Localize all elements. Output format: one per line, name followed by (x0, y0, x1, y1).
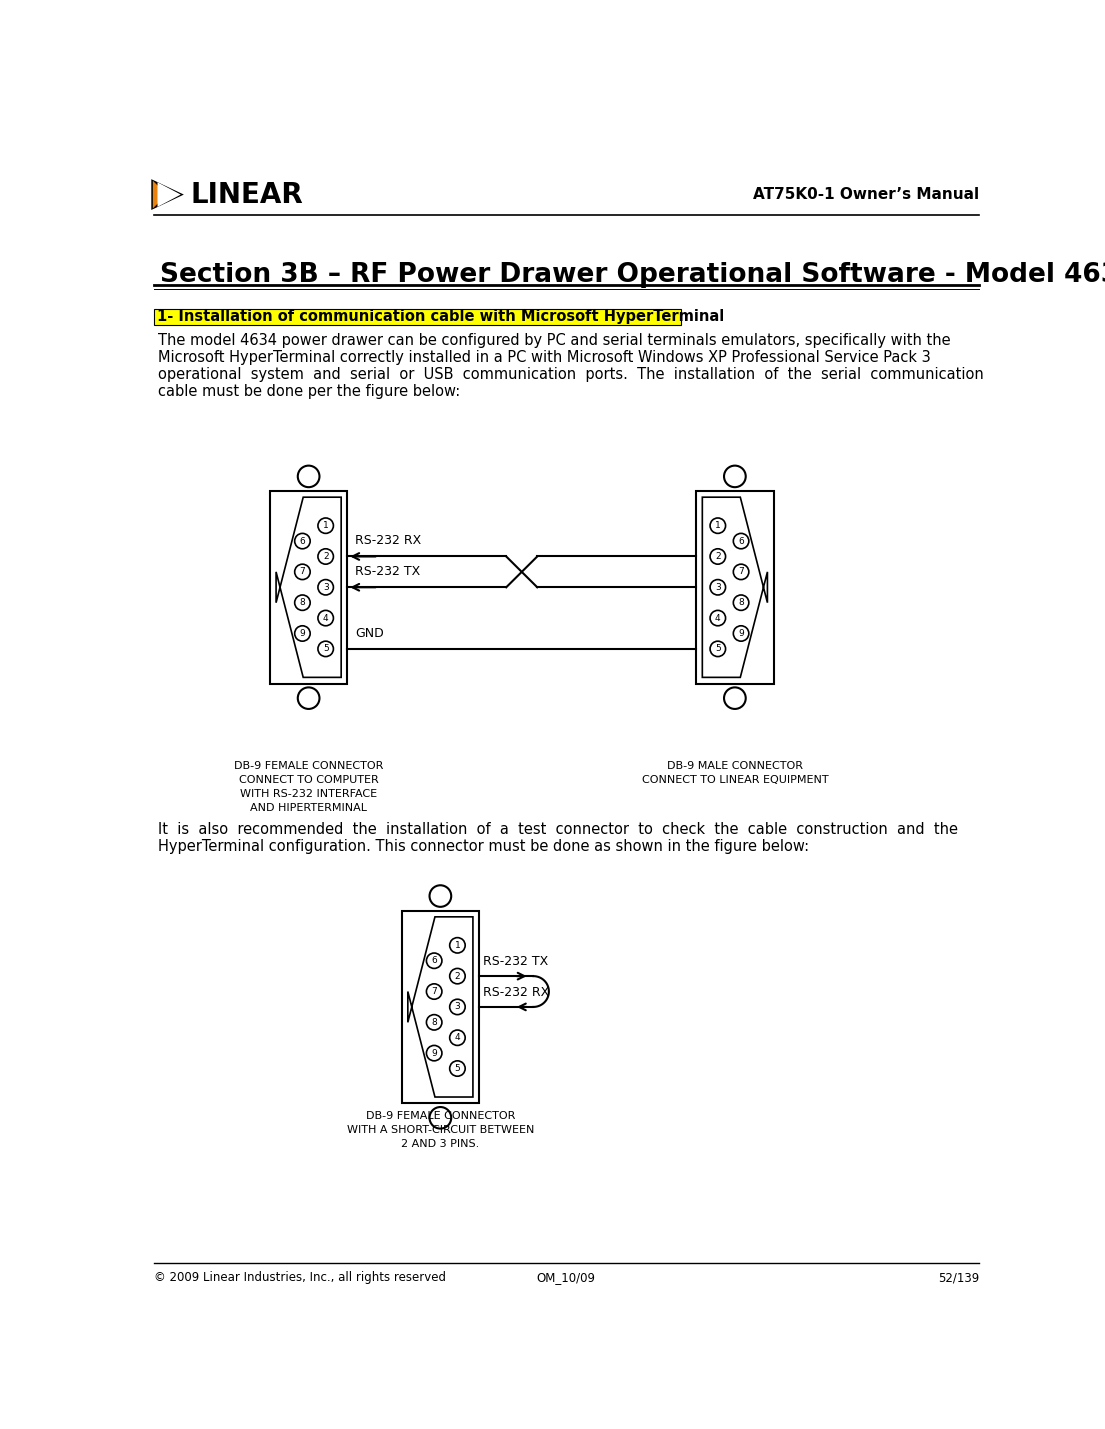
Text: 9: 9 (431, 1049, 438, 1057)
Circle shape (711, 642, 726, 656)
Circle shape (711, 610, 726, 626)
Text: DB-9 MALE CONNECTOR
CONNECT TO LINEAR EQUIPMENT: DB-9 MALE CONNECTOR CONNECT TO LINEAR EQ… (642, 760, 828, 785)
Polygon shape (703, 497, 768, 677)
Text: 8: 8 (738, 599, 744, 607)
Circle shape (711, 580, 726, 594)
Text: Section 3B – RF Power Drawer Operational Software - Model 4634: Section 3B – RF Power Drawer Operational… (160, 263, 1105, 289)
Circle shape (427, 1046, 442, 1060)
Circle shape (450, 969, 465, 983)
Circle shape (297, 687, 319, 709)
Circle shape (430, 886, 451, 907)
Text: cable must be done per the figure below:: cable must be done per the figure below: (158, 384, 460, 399)
Circle shape (734, 564, 749, 580)
Text: 9: 9 (299, 629, 305, 637)
Circle shape (295, 564, 311, 580)
Text: 52/139: 52/139 (938, 1270, 979, 1285)
Circle shape (295, 594, 311, 610)
Circle shape (711, 517, 726, 533)
Circle shape (711, 549, 726, 564)
Text: 7: 7 (299, 567, 305, 576)
Text: 5: 5 (323, 644, 328, 653)
Circle shape (318, 580, 334, 594)
Circle shape (318, 642, 334, 656)
Text: 1: 1 (715, 522, 720, 530)
Text: OM_10/09: OM_10/09 (536, 1270, 596, 1285)
Circle shape (297, 466, 319, 487)
Text: © 2009 Linear Industries, Inc., all rights reserved: © 2009 Linear Industries, Inc., all righ… (154, 1270, 445, 1285)
Text: 9: 9 (738, 629, 744, 637)
Text: 8: 8 (431, 1017, 438, 1027)
FancyBboxPatch shape (154, 309, 681, 324)
Text: DB-9 FEMALE CONNECTOR
WITH A SHORT-CIRCUIT BETWEEN
2 AND 3 PINS.: DB-9 FEMALE CONNECTOR WITH A SHORT-CIRCU… (347, 1110, 534, 1149)
Circle shape (427, 953, 442, 969)
Circle shape (318, 517, 334, 533)
Circle shape (427, 1015, 442, 1030)
Text: 1: 1 (323, 522, 328, 530)
Text: 2: 2 (715, 552, 720, 562)
Circle shape (734, 533, 749, 549)
Text: 5: 5 (715, 644, 720, 653)
Circle shape (318, 610, 334, 626)
Polygon shape (152, 180, 167, 209)
Text: 6: 6 (299, 536, 305, 546)
Text: 7: 7 (738, 567, 744, 576)
Bar (270, 492, 347, 683)
Polygon shape (408, 917, 473, 1097)
Text: 4: 4 (454, 1033, 461, 1042)
Text: operational  system  and  serial  or  USB  communication  ports.  The  installat: operational system and serial or USB com… (158, 367, 983, 383)
Text: 1- Installation of communication cable with Microsoft HyperTerminal: 1- Installation of communication cable w… (157, 309, 724, 324)
Text: AT75K0-1 Owner’s Manual: AT75K0-1 Owner’s Manual (753, 187, 979, 201)
Text: DB-9 FEMALE CONNECTOR
CONNECT TO COMPUTER
WITH RS-232 INTERFACE
AND HIPERTERMINA: DB-9 FEMALE CONNECTOR CONNECT TO COMPUTE… (234, 760, 383, 813)
Circle shape (724, 466, 746, 487)
Text: 3: 3 (323, 583, 328, 592)
Circle shape (430, 1107, 451, 1129)
Circle shape (724, 687, 746, 709)
Text: 6: 6 (431, 956, 438, 965)
Text: 5: 5 (454, 1065, 461, 1073)
Text: RS-232 TX: RS-232 TX (355, 564, 420, 579)
Text: RS-232 RX: RS-232 RX (483, 986, 549, 999)
Bar (401, 910, 480, 1103)
Text: LINEAR: LINEAR (190, 180, 303, 209)
Polygon shape (158, 183, 181, 207)
Circle shape (450, 1030, 465, 1046)
Circle shape (734, 626, 749, 642)
Circle shape (450, 999, 465, 1015)
Text: Microsoft HyperTerminal correctly installed in a PC with Microsoft Windows XP Pr: Microsoft HyperTerminal correctly instal… (158, 350, 930, 366)
Text: 2: 2 (454, 972, 461, 980)
Circle shape (427, 983, 442, 999)
Text: It  is  also  recommended  the  installation  of  a  test  connector  to  check : It is also recommended the installation … (158, 822, 958, 837)
Polygon shape (151, 179, 183, 210)
Text: 4: 4 (323, 613, 328, 623)
Circle shape (450, 1060, 465, 1076)
Circle shape (318, 549, 334, 564)
Text: The model 4634 power drawer can be configured by PC and serial terminals emulato: The model 4634 power drawer can be confi… (158, 333, 950, 349)
Text: 1: 1 (454, 940, 461, 950)
Text: 2: 2 (323, 552, 328, 562)
Text: 3: 3 (454, 1002, 461, 1012)
Circle shape (450, 937, 465, 953)
Text: 6: 6 (738, 536, 744, 546)
Text: 3: 3 (715, 583, 720, 592)
Text: HyperTerminal configuration. This connector must be done as shown in the figure : HyperTerminal configuration. This connec… (158, 839, 809, 855)
Text: GND: GND (355, 627, 383, 640)
Text: 8: 8 (299, 599, 305, 607)
Text: 4: 4 (715, 613, 720, 623)
Polygon shape (276, 497, 341, 677)
Circle shape (295, 533, 311, 549)
Text: RS-232 RX: RS-232 RX (355, 534, 421, 547)
Bar (696, 492, 773, 683)
Circle shape (295, 626, 311, 642)
Circle shape (734, 594, 749, 610)
Text: RS-232 TX: RS-232 TX (483, 956, 548, 969)
Text: 7: 7 (431, 987, 438, 996)
